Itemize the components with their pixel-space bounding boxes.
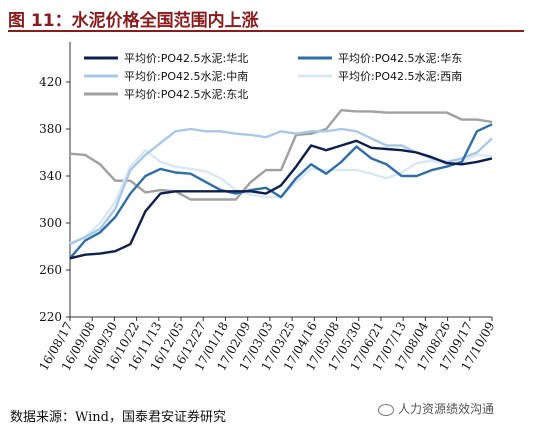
- title-rule: [8, 30, 524, 32]
- legend-label-2: 平均价:PO42.5水泥:中南: [124, 70, 248, 83]
- y-tick-label: 420: [39, 75, 62, 89]
- figure-title: 图 11：水泥价格全国范围内上涨: [8, 11, 259, 31]
- axes: 22026030034038042016/08/1716/09/0816/09/…: [37, 42, 498, 373]
- series-layer: [69, 108, 493, 260]
- legend: 平均价:PO42.5水泥:华北 平均价:PO42.5水泥:华东平均价:PO42.5…: [84, 51, 462, 101]
- y-tick-label: 340: [39, 169, 62, 183]
- legend-label-3: 平均价:PO42.5水泥:西南: [338, 70, 462, 83]
- legend-label-1: 平均价:PO42.5水泥:华东: [338, 51, 462, 65]
- y-tick-label: 260: [39, 263, 62, 277]
- source-note: 数据来源：Wind，国泰君安证券研究: [10, 410, 226, 425]
- y-tick-label: 300: [39, 216, 62, 230]
- y-tick-label: 220: [39, 310, 62, 324]
- series-line-1: [69, 123, 493, 260]
- watermark-text: 人力资源绩效沟通: [398, 402, 495, 416]
- line-chart: 22026030034038042016/08/1716/09/0816/09/…: [37, 42, 498, 373]
- watermark: 人力资源绩效沟通: [378, 400, 494, 417]
- legend-label-4: 平均价:PO42.5水泥:东北: [124, 88, 248, 101]
- y-tick-label: 380: [39, 122, 62, 136]
- series-line-0: [69, 139, 493, 260]
- chat-icon: [378, 403, 394, 416]
- legend-label-0: 平均价:PO42.5水泥:华北: [124, 51, 248, 65]
- series-line-4: [69, 108, 493, 201]
